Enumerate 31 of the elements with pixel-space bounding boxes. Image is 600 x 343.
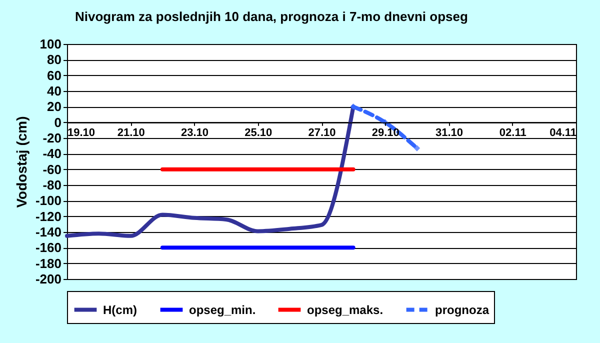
legend-label: opseg_min.: [189, 302, 256, 317]
y-tick-label: -180: [35, 256, 62, 271]
x-tick-label: 23.10: [180, 126, 209, 139]
y-tick-label: 40: [47, 84, 62, 98]
y-tick-label: -200: [35, 272, 62, 286]
legend-label: prognoza: [435, 302, 490, 317]
y-tick-label: -120: [35, 208, 62, 224]
x-tick-label: 02.11: [499, 126, 526, 139]
y-tick-label: -100: [35, 193, 62, 208]
y-axis-title: Vodostaj (cm): [13, 116, 30, 208]
y-tick-label: -140: [35, 224, 62, 240]
y-tick-label: -160: [35, 240, 62, 256]
chart-title: Nivogram za poslednjih 10 dana, prognoza i 7-mo dnevni opseg: [74, 9, 468, 24]
legend-label: H(cm): [103, 302, 138, 317]
y-tick-label: 20: [47, 99, 62, 114]
x-tick-label: 04.11: [550, 126, 576, 139]
y-tick-label: -40: [42, 146, 62, 162]
y-tick-label: -80: [42, 178, 62, 192]
x-tick-label: 31.10: [435, 126, 464, 139]
x-tick-label: 25.10: [244, 126, 272, 139]
x-tick-label: 29.10: [372, 126, 400, 139]
y-tick-label: 100: [40, 36, 62, 52]
x-tick-label: 27.10: [308, 126, 336, 139]
x-tick-label: 19.10: [68, 126, 96, 139]
y-tick-label: -20: [42, 130, 62, 146]
y-tick-label: -60: [42, 162, 62, 177]
x-tick-label: 21.10: [117, 126, 145, 139]
legend-label: opseg_maks.: [307, 302, 384, 317]
y-tick-label: 0: [54, 114, 62, 130]
y-tick-label: 60: [47, 68, 62, 83]
y-tick-label: 80: [47, 52, 62, 68]
